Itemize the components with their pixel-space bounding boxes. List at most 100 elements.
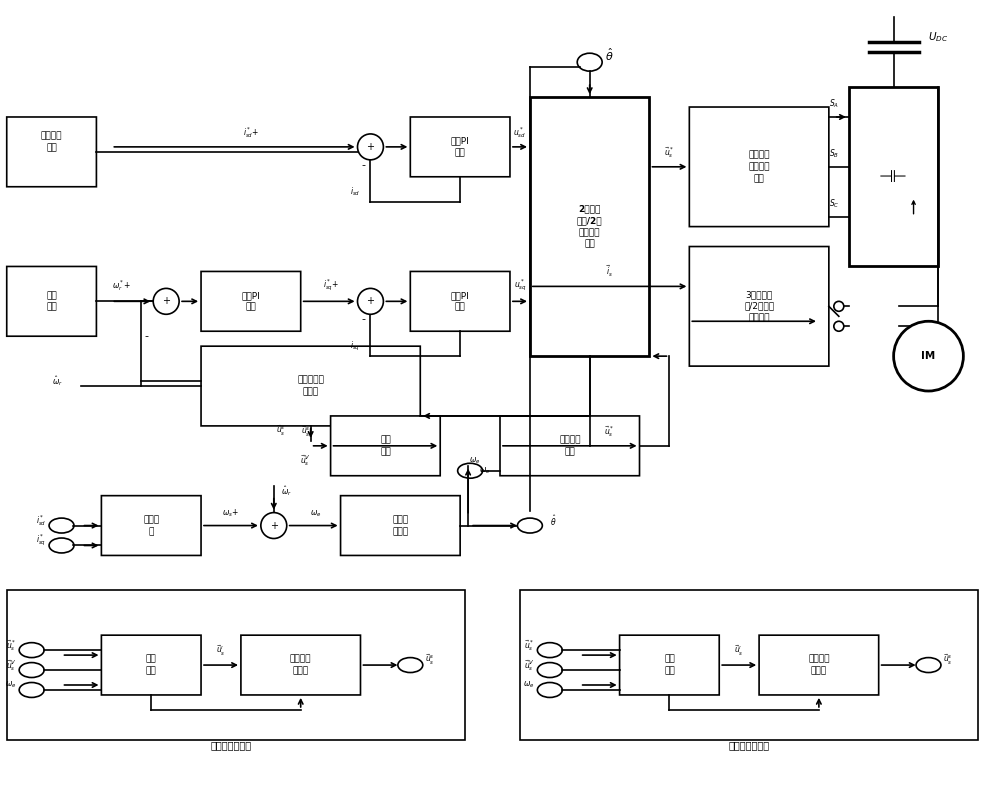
- Text: 相位补偿
方案一: 相位补偿 方案一: [290, 654, 311, 676]
- Ellipse shape: [49, 538, 74, 553]
- Text: 磁链角
度计算: 磁链角 度计算: [392, 515, 408, 536]
- Text: 电压切换方案一: 电压切换方案一: [210, 739, 252, 750]
- FancyBboxPatch shape: [331, 416, 440, 476]
- Text: $\hat{\omega}_r$: $\hat{\omega}_r$: [281, 484, 292, 498]
- Ellipse shape: [19, 682, 44, 697]
- Text: IM: IM: [921, 351, 936, 361]
- FancyBboxPatch shape: [7, 117, 96, 187]
- Bar: [520, 591, 978, 739]
- Circle shape: [834, 322, 844, 331]
- Circle shape: [357, 288, 383, 314]
- Ellipse shape: [537, 682, 562, 697]
- Ellipse shape: [19, 642, 44, 657]
- FancyBboxPatch shape: [689, 247, 829, 366]
- Text: 电压切换方案二: 电压切换方案二: [729, 739, 770, 750]
- Bar: [849, 87, 938, 267]
- Text: $\vec{u}_s^s$: $\vec{u}_s^s$: [301, 424, 310, 439]
- Text: 3相静止坐
标/2相静止
坐标变换: 3相静止坐 标/2相静止 坐标变换: [744, 290, 774, 322]
- Text: 电压
切换: 电压 切换: [380, 435, 391, 456]
- FancyBboxPatch shape: [689, 107, 829, 227]
- Text: $\vec{u}_s^*$: $\vec{u}_s^*$: [604, 424, 615, 439]
- Text: $\hat{\omega}_r$: $\hat{\omega}_r$: [52, 374, 63, 388]
- Ellipse shape: [916, 657, 941, 673]
- Circle shape: [894, 322, 963, 391]
- Text: $i_{sq}$: $i_{sq}$: [350, 340, 360, 353]
- Text: $\omega_e$: $\omega_e$: [479, 466, 490, 476]
- Text: 电压
闭环: 电压 闭环: [146, 654, 157, 676]
- Ellipse shape: [537, 662, 562, 677]
- Circle shape: [357, 134, 383, 160]
- Text: -: -: [361, 160, 365, 170]
- Text: $S_C$: $S_C$: [829, 197, 839, 209]
- Text: $\omega_e$: $\omega_e$: [469, 455, 480, 466]
- Circle shape: [834, 302, 844, 311]
- Text: 2相同步
坐标/2相
静止坐标
变换: 2相同步 坐标/2相 静止坐标 变换: [577, 205, 602, 249]
- Text: $u_{sd}^*$: $u_{sd}^*$: [513, 125, 526, 140]
- FancyBboxPatch shape: [101, 496, 201, 556]
- Text: $\vec{u}_s^s$: $\vec{u}_s^s$: [943, 653, 953, 667]
- FancyBboxPatch shape: [410, 271, 510, 331]
- Text: $\omega_r^*$+: $\omega_r^*$+: [112, 279, 131, 294]
- Text: $\omega_e$: $\omega_e$: [310, 508, 321, 518]
- Text: $\vec{u}_s'$: $\vec{u}_s'$: [216, 644, 226, 658]
- Text: 磁链和转速
观测器: 磁链和转速 观测器: [297, 376, 324, 396]
- Text: $\hat{\theta}$: $\hat{\theta}$: [550, 513, 556, 528]
- FancyBboxPatch shape: [101, 635, 201, 695]
- Text: $\vec{u}_s'$: $\vec{u}_s'$: [734, 644, 744, 658]
- Text: $\vec{u}_s^V$: $\vec{u}_s^V$: [524, 657, 535, 673]
- Text: ⊣⊢: ⊣⊢: [879, 168, 908, 185]
- Ellipse shape: [398, 657, 423, 673]
- Bar: [530, 97, 649, 356]
- Text: $\vec{u}_s^V$: $\vec{u}_s^V$: [6, 657, 17, 673]
- Text: $S_B$: $S_B$: [829, 147, 839, 160]
- Text: $\vec{u}_s^*$: $\vec{u}_s^*$: [6, 638, 17, 653]
- Text: 滑差计
算: 滑差计 算: [143, 515, 159, 536]
- Text: 转速PI
调节: 转速PI 调节: [241, 291, 260, 312]
- Text: 电压
闭环: 电压 闭环: [664, 654, 675, 676]
- Text: 转速
指令: 转速 指令: [46, 291, 57, 312]
- FancyBboxPatch shape: [500, 416, 640, 476]
- Ellipse shape: [49, 518, 74, 533]
- FancyBboxPatch shape: [620, 635, 719, 695]
- Text: $\omega_e$: $\omega_e$: [523, 680, 535, 690]
- Text: -: -: [144, 331, 148, 341]
- Text: +: +: [366, 142, 374, 152]
- FancyBboxPatch shape: [201, 271, 301, 331]
- Text: $\omega_s$+: $\omega_s$+: [222, 507, 239, 518]
- Text: $\vec{i}_s$: $\vec{i}_s$: [606, 264, 613, 279]
- Ellipse shape: [537, 642, 562, 657]
- FancyBboxPatch shape: [341, 496, 460, 556]
- Ellipse shape: [19, 662, 44, 677]
- Circle shape: [261, 513, 287, 539]
- Text: $\hat{\theta}$: $\hat{\theta}$: [605, 47, 613, 64]
- FancyBboxPatch shape: [410, 117, 510, 177]
- Text: $\vec{u}_s^V$: $\vec{u}_s^V$: [300, 453, 311, 468]
- Ellipse shape: [577, 53, 602, 71]
- Text: -: -: [361, 314, 365, 324]
- Ellipse shape: [517, 518, 542, 533]
- Text: +: +: [366, 296, 374, 306]
- Text: $\vec{u}_s^*$: $\vec{u}_s^*$: [524, 638, 535, 653]
- Text: $\vec{u}_s^*$: $\vec{u}_s^*$: [664, 145, 675, 160]
- FancyBboxPatch shape: [201, 346, 420, 426]
- Text: $i_{sd}$: $i_{sd}$: [350, 185, 360, 198]
- Bar: [7, 591, 465, 739]
- Text: $i_{sq}^*$: $i_{sq}^*$: [36, 533, 47, 548]
- Text: 电流PI
调节: 电流PI 调节: [451, 136, 470, 158]
- Text: $\omega_e$: $\omega_e$: [5, 680, 17, 690]
- Text: $\vec{u}_s^s$: $\vec{u}_s^s$: [425, 653, 435, 667]
- Text: $\vec{u}_s^s$: $\vec{u}_s^s$: [276, 423, 286, 438]
- Text: 虚拟电压
生成: 虚拟电压 生成: [559, 435, 581, 456]
- Text: +: +: [270, 521, 278, 531]
- Text: $i_{sq}^*$+: $i_{sq}^*$+: [323, 278, 339, 294]
- FancyBboxPatch shape: [241, 635, 360, 695]
- Circle shape: [153, 288, 179, 314]
- Text: $u_{sq}^*$: $u_{sq}^*$: [514, 278, 526, 294]
- FancyBboxPatch shape: [759, 635, 879, 695]
- Text: 电压空间
矢量脉宽
调制: 电压空间 矢量脉宽 调制: [748, 150, 770, 183]
- Text: 相位补偿
方案二: 相位补偿 方案二: [808, 654, 830, 676]
- Text: $U_{DC}$: $U_{DC}$: [928, 30, 949, 44]
- Ellipse shape: [458, 463, 483, 478]
- FancyBboxPatch shape: [7, 267, 96, 336]
- Text: +: +: [162, 296, 170, 306]
